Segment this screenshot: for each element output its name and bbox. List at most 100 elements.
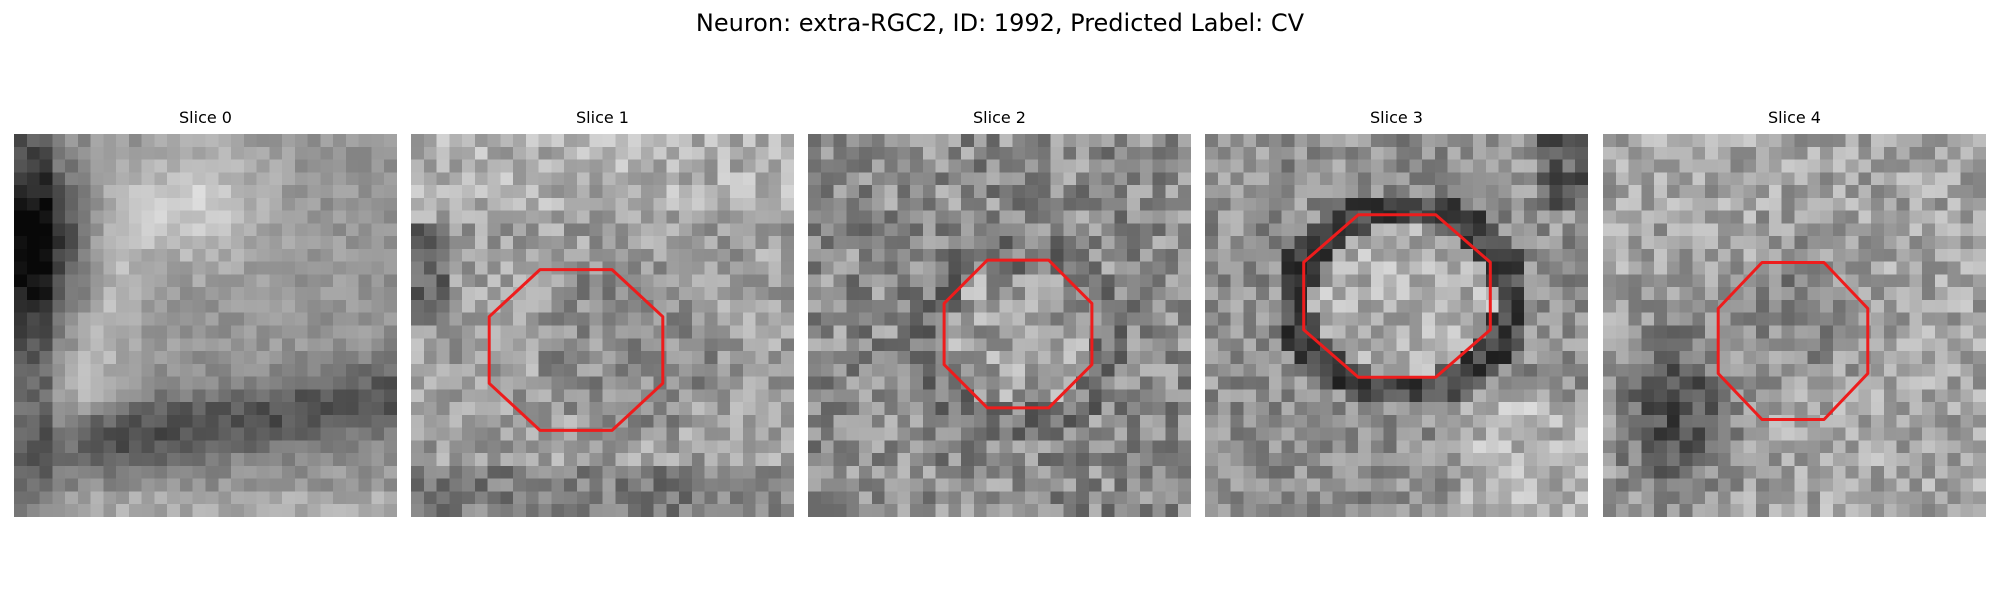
- pixel: [1705, 376, 1719, 390]
- pixel: [859, 376, 873, 390]
- pixel: [128, 504, 143, 517]
- pixel: [1076, 210, 1090, 224]
- pixel: [1205, 274, 1219, 288]
- pixel: [871, 159, 886, 173]
- pixel: [1050, 478, 1064, 493]
- pixel: [910, 478, 924, 493]
- pixel: [307, 172, 321, 186]
- pixel: [1896, 363, 1910, 378]
- pixel: [500, 197, 514, 212]
- pixel: [192, 223, 207, 237]
- pixel: [205, 210, 219, 224]
- pixel: [589, 210, 604, 224]
- pixel: [1139, 248, 1154, 263]
- pixel: [986, 478, 1001, 493]
- pixel: [1562, 453, 1576, 467]
- pixel: [1922, 146, 1936, 161]
- pixel: [1345, 465, 1359, 480]
- pixel: [1654, 146, 1668, 161]
- pixel: [1615, 274, 1630, 288]
- pixel: [1256, 351, 1270, 365]
- pixel: [205, 376, 219, 390]
- pixel: [1807, 172, 1821, 186]
- pixel: [1139, 312, 1154, 327]
- pixel: [167, 223, 181, 237]
- pixel: [1383, 274, 1398, 288]
- pixel: [1973, 402, 1986, 416]
- pixel: [1256, 223, 1270, 237]
- pixel: [1025, 197, 1039, 212]
- pixel: [1268, 185, 1283, 199]
- pixel: [1217, 210, 1232, 224]
- pixel: [1243, 351, 1257, 365]
- pixel: [1858, 440, 1872, 454]
- pixel: [1485, 414, 1500, 429]
- pixel: [589, 363, 604, 378]
- pixel: [846, 236, 860, 250]
- pixel: [640, 453, 655, 467]
- pixel: [141, 440, 156, 454]
- pixel: [666, 402, 680, 416]
- pixel: [1641, 440, 1655, 454]
- pixel: [14, 491, 28, 505]
- pixel: [1332, 376, 1347, 390]
- pixel: [1768, 287, 1783, 301]
- pixel: [653, 223, 667, 237]
- pixel: [1485, 299, 1500, 314]
- pixel: [449, 427, 463, 441]
- pixel: [154, 172, 168, 186]
- pixel: [205, 440, 219, 454]
- pixel: [910, 236, 924, 250]
- pixel: [1768, 427, 1783, 441]
- pixel: [859, 338, 873, 352]
- pixel: [1063, 389, 1077, 403]
- pixel: [1922, 363, 1936, 378]
- pixel: [1654, 465, 1668, 480]
- pixel: [1422, 414, 1436, 429]
- pixel: [14, 236, 28, 250]
- pixel: [128, 389, 143, 403]
- pixel: [1165, 185, 1179, 199]
- pixel: [1498, 210, 1512, 224]
- pixel: [564, 236, 578, 250]
- pixel: [755, 134, 770, 148]
- pixel: [1820, 159, 1834, 173]
- pixel: [1345, 197, 1359, 212]
- pixel: [1332, 491, 1347, 505]
- pixel: [371, 134, 385, 148]
- pixel: [948, 351, 962, 365]
- pixel: [615, 312, 629, 327]
- pixel: [1807, 146, 1821, 161]
- pixel: [564, 172, 578, 186]
- pixel: [39, 376, 53, 390]
- pixel: [90, 261, 104, 276]
- pixel: [820, 414, 835, 429]
- pixel: [371, 248, 385, 263]
- pixel: [1127, 172, 1141, 186]
- pixel: [551, 338, 565, 352]
- pixel: [154, 465, 168, 480]
- pixel: [1511, 236, 1525, 250]
- pixel: [371, 363, 385, 378]
- pixel: [1473, 210, 1487, 224]
- pixel: [1370, 287, 1385, 301]
- pixel: [1498, 172, 1512, 186]
- pixel: [39, 465, 53, 480]
- pixel: [1012, 274, 1026, 288]
- pixel: [884, 134, 898, 148]
- pixel: [358, 376, 373, 390]
- pixel: [1845, 159, 1859, 173]
- pixel: [1781, 287, 1796, 301]
- pixel: [1858, 453, 1872, 467]
- pixel: [551, 325, 565, 339]
- pixel: [14, 351, 28, 365]
- pixel: [282, 172, 296, 186]
- pixel: [1794, 261, 1808, 276]
- pixel: [1934, 223, 1949, 237]
- pixel: [1883, 261, 1898, 276]
- pixel: [1845, 491, 1859, 505]
- pixel: [1498, 453, 1512, 467]
- pixel: [1370, 197, 1385, 212]
- pixel: [1794, 402, 1808, 416]
- pixel: [1447, 248, 1461, 263]
